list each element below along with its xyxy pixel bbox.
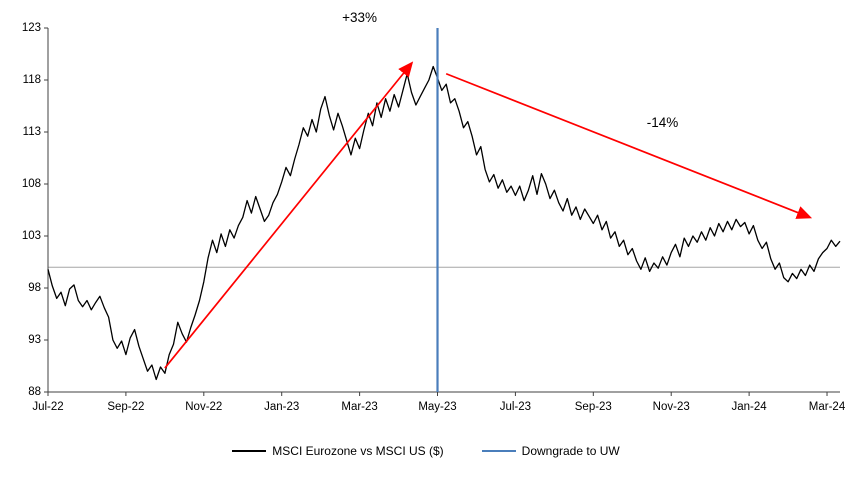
series-line-swatch <box>232 450 267 452</box>
series-legend-label: MSCI Eurozone vs MSCI US ($) <box>272 444 444 458</box>
relative-performance-line-chart: 88 93 98 103 108 113 118 123 Jul-22 Sep-22 Nov-22 J… <box>22 10 846 413</box>
x-tick-label: Nov-22 <box>185 401 222 413</box>
annotation-label: -14% <box>647 115 679 130</box>
y-tick-label: 103 <box>22 230 41 242</box>
y-tick-label: 113 <box>23 126 41 138</box>
annotation-arrow-down <box>445 72 813 219</box>
y-tick-label: 123 <box>22 22 41 34</box>
x-tick-label: May-23 <box>418 401 456 413</box>
x-tick-label: Nov-23 <box>653 401 690 413</box>
downgrade-line-swatch <box>481 450 516 452</box>
series-line-msci-eurozone-vs-us <box>47 65 841 381</box>
x-tick-label: Jan-24 <box>732 401 768 413</box>
legend-item-downgrade: Downgrade to UW <box>481 444 620 458</box>
annotation-label: +33% <box>342 10 377 25</box>
x-tick-label: Jul-22 <box>32 401 63 413</box>
x-tick-label: Mar-24 <box>809 401 846 413</box>
downgrade-legend-label: Downgrade to UW <box>521 444 620 458</box>
x-tick-label: Mar-23 <box>341 401 377 413</box>
chart-legend: MSCI Eurozone vs MSCI US ($) Downgrade t… <box>0 444 852 458</box>
y-tick-label: 118 <box>23 74 41 86</box>
x-tick-label: Sep-23 <box>575 401 612 413</box>
y-tick-label: 108 <box>22 178 41 190</box>
legend-item-series: MSCI Eurozone vs MSCI US ($) <box>232 444 444 458</box>
x-tick-label: Jul-23 <box>500 401 531 413</box>
x-tick-label: Sep-22 <box>107 401 144 413</box>
y-tick-label: 93 <box>28 334 41 346</box>
y-tick-label: 98 <box>28 282 41 294</box>
y-tick-label: 88 <box>28 386 41 398</box>
annotation-arrow-up <box>164 61 414 369</box>
x-tick-label: Jan-23 <box>264 401 299 413</box>
